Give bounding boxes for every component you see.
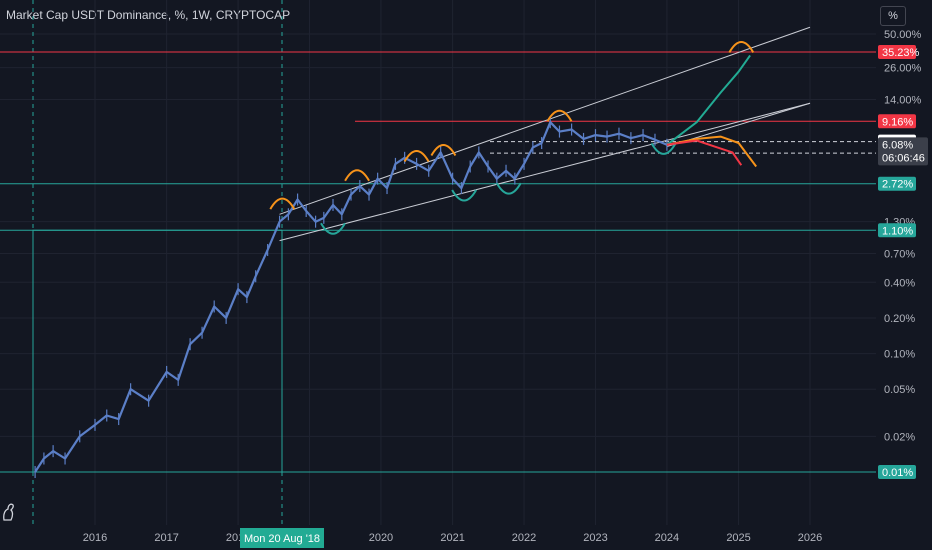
y-tick-label: 26.00% (884, 63, 922, 75)
cycle-top-arc (728, 40, 755, 53)
y-tick-label: 0.70% (884, 249, 915, 261)
y-tick-label: 0.10% (884, 349, 915, 361)
cycle-bottom-arc (451, 189, 478, 202)
cycle-bottom-arc (650, 142, 677, 155)
price-badge-label: 2.72% (882, 179, 913, 191)
price-badge-bg (878, 176, 916, 191)
chart-title: Market Cap USDT Dominance, %, 1W, CRYPTO… (6, 8, 291, 22)
y-tick-label: 14.00% (884, 94, 922, 106)
x-tick-label: 2020 (369, 532, 393, 544)
cycle-top-arc (403, 150, 430, 163)
cycle-top-arc (344, 169, 370, 182)
x-tick-label: 2021 (440, 532, 464, 544)
price-badge-label: 35.23% (882, 47, 920, 59)
cycle-top-arc (546, 109, 573, 122)
y-tick-label: 0.02% (884, 431, 915, 443)
crosshair-date-bg (240, 528, 324, 548)
price-badge-label: 0.01% (882, 467, 913, 479)
x-tick-label: 2016 (83, 532, 107, 544)
x-tick-label: 2025 (726, 532, 750, 544)
cycle-bottom-arc (320, 222, 346, 235)
channel-line (279, 26, 811, 215)
cycle-top-arc (430, 143, 457, 156)
projection-red (666, 139, 743, 166)
projection-orange (666, 135, 758, 168)
x-tick-label: 2024 (655, 532, 679, 544)
x-tick-label: 2017 (154, 532, 178, 544)
projection-green (666, 54, 751, 146)
current-price-label: 6.08% (882, 139, 913, 151)
price-series-line (34, 121, 668, 473)
y-tick-label: 0.20% (884, 313, 915, 325)
current-price-badge-bg (878, 137, 928, 166)
range-box (32, 229, 282, 472)
y-tick-label: 0.05% (884, 384, 915, 396)
cycle-top-arc (269, 197, 296, 210)
crosshair-date-label: Mon 20 Aug '18 (244, 533, 320, 545)
price-badge-bg (878, 45, 916, 60)
price-badge-bg (878, 223, 916, 238)
tradingview-logo-icon[interactable] (2, 498, 16, 522)
x-tick-label: 2023 (583, 532, 607, 544)
price-badge-label: 9.16% (882, 116, 913, 128)
y-tick-label: 50.00% (884, 29, 922, 41)
price-badge-label: 1.10% (882, 225, 913, 237)
cycle-bottom-arc (495, 182, 522, 195)
channel-line (279, 102, 811, 242)
y-tick-label: 0.40% (884, 277, 915, 289)
price-badge-bg (878, 114, 916, 129)
price-badge-bg (878, 465, 916, 479)
countdown-label: 06:06:46 (882, 152, 925, 164)
x-tick-label: 2026 (798, 532, 822, 544)
x-tick-label: 2022 (512, 532, 536, 544)
percent-scale-button[interactable]: % (880, 6, 906, 26)
